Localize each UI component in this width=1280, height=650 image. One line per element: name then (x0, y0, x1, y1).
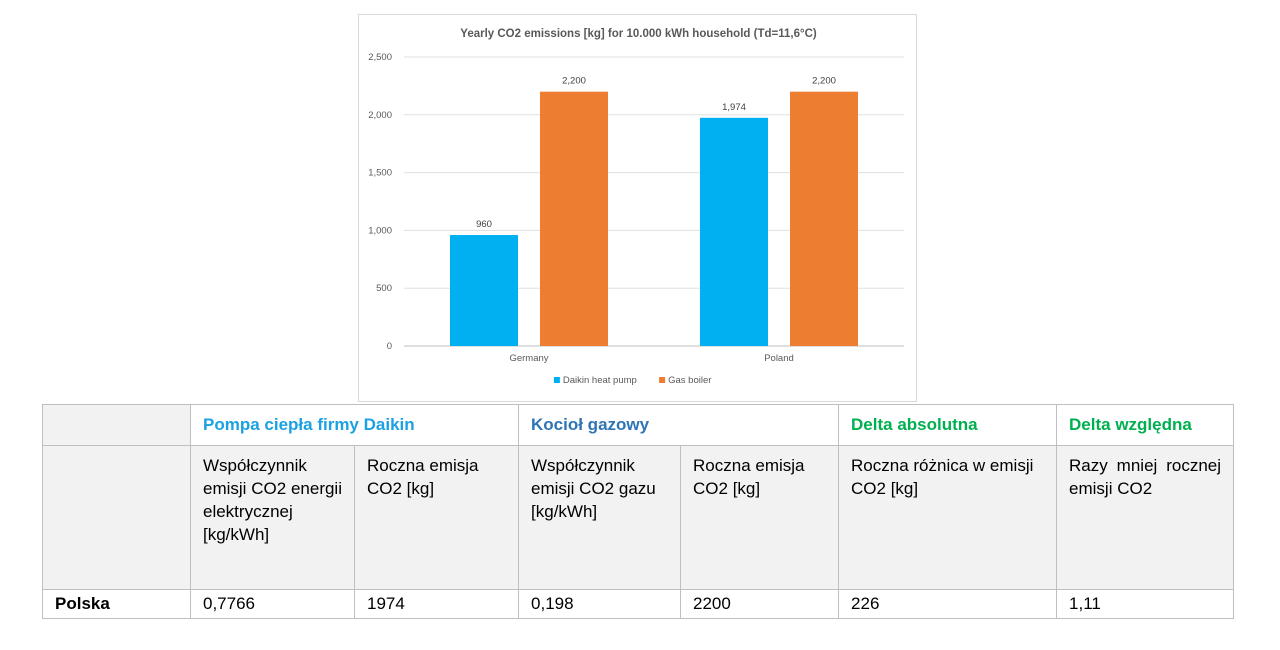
table-cell: 0,7766 (190, 589, 355, 619)
table-cell: 1,11 (1056, 589, 1235, 619)
chart-container: Yearly CO2 emissions [kg] for 10.000 kWh… (358, 14, 917, 402)
table-row: Polska 0,7766 1974 0,198 2200 226 1,11 (42, 589, 1235, 619)
legend-label: Gas boiler (668, 375, 711, 386)
subheader-empty-cell (42, 445, 191, 590)
table-cell: 0,198 (518, 589, 682, 619)
data-label: 2,200 (562, 76, 586, 87)
data-label: 1,974 (722, 102, 746, 113)
table-cell: 226 (838, 589, 1058, 619)
table-cell: 2200 (680, 589, 840, 619)
subheader-cell: Roczna różnica w emisji CO2 [kg] (838, 445, 1058, 590)
legend-swatch (553, 377, 560, 383)
table-cell: 1974 (353, 589, 520, 619)
y-tick-label: 500 (376, 283, 392, 294)
y-tick-label: 2,000 (368, 110, 392, 121)
bar-daikin-heat-pump (450, 235, 518, 346)
subheader-cell: Współczynnik emisji CO2 energii elektryc… (190, 445, 355, 590)
subheader-cell: Roczna emisja CO2 [kg] (353, 445, 520, 590)
table-header-row: Pompa ciepła firmy Daikin Kocioł gazowy … (42, 404, 1235, 446)
subheader-cell: Współczynnik emisji CO2 gazu [kg/kWh] (518, 445, 682, 590)
y-tick-label: 2,500 (368, 52, 392, 63)
bar-daikin-heat-pump (700, 117, 768, 346)
legend-swatch (659, 377, 666, 383)
row-label: Polska (42, 589, 191, 619)
emissions-table: Pompa ciepła firmy Daikin Kocioł gazowy … (42, 404, 1235, 619)
bar-chart: Yearly CO2 emissions [kg] for 10.000 kWh… (368, 28, 904, 386)
data-label: 960 (476, 219, 492, 230)
bar-gas-boiler (790, 91, 858, 347)
x-category-label: Germany (509, 353, 548, 364)
header-delta-absolute: Delta absolutna (838, 404, 1058, 446)
y-tick-label: 1,000 (368, 225, 392, 236)
header-gas-boiler: Kocioł gazowy (518, 404, 840, 446)
subheader-cell: Razy mniej rocznej emisji CO2 (1056, 445, 1235, 590)
table-subheader-row: Współczynnik emisji CO2 energii elektryc… (42, 445, 1235, 590)
x-category-label: Poland (764, 353, 794, 364)
subheader-cell: Roczna emisja CO2 [kg] (680, 445, 840, 590)
header-empty-cell (42, 404, 191, 446)
header-daikin: Pompa ciepła firmy Daikin (189, 404, 520, 446)
y-tick-label: 1,500 (368, 168, 392, 179)
y-tick-label: 0 (387, 341, 392, 352)
bar-gas-boiler (540, 91, 608, 347)
header-delta-relative: Delta względna (1056, 404, 1235, 446)
legend-label: Daikin heat pump (563, 375, 637, 386)
chart-title: Yearly CO2 emissions [kg] for 10.000 kWh… (460, 28, 817, 40)
data-label: 2,200 (812, 76, 836, 87)
